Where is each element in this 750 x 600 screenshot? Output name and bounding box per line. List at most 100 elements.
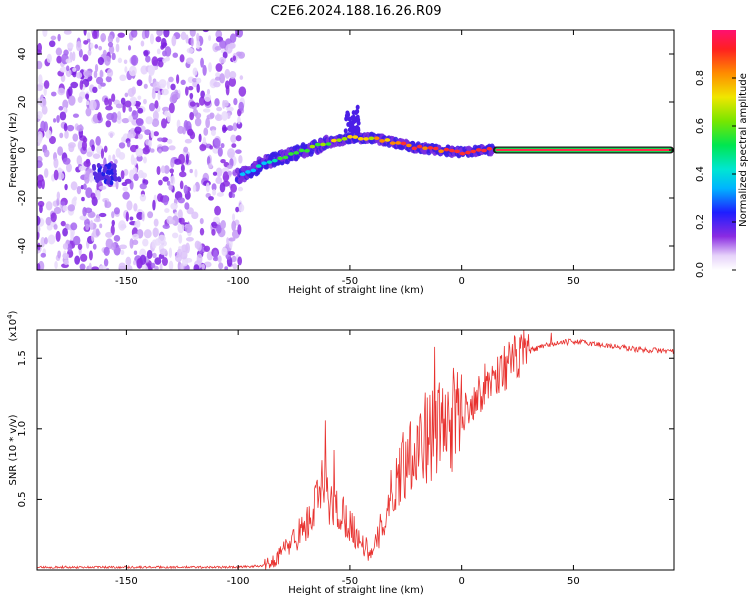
- noise-blob: [209, 112, 215, 119]
- noise-blob: [63, 259, 69, 266]
- noise-blob: [83, 40, 89, 45]
- noise-blob: [125, 211, 129, 222]
- noise-blob: [62, 157, 71, 165]
- noise-blob: [133, 173, 139, 181]
- signal-core: [309, 144, 316, 149]
- noise-blob: [194, 117, 202, 127]
- noise-blob: [48, 40, 56, 48]
- spectrogram-y-tick-label: 20: [17, 96, 28, 109]
- noise-blob: [112, 168, 117, 174]
- signal-core: [277, 156, 283, 161]
- spectrogram-x-tick-label: 0: [458, 276, 464, 287]
- noise-blob: [112, 154, 116, 161]
- noise-blob: [137, 95, 142, 101]
- noise-blob: [152, 86, 156, 95]
- spectrogram-x-ticks: -150 -100 -50 0 50: [115, 30, 580, 287]
- noise-blob: [39, 97, 47, 108]
- noise-blob: [37, 229, 40, 241]
- noise-blob: [109, 180, 114, 186]
- noise-blob: [164, 110, 169, 117]
- noise-blob: [135, 219, 141, 228]
- noise-blob: [37, 174, 44, 183]
- noise-blob: [64, 183, 68, 191]
- noise-blob: [219, 73, 225, 84]
- signal-core: [245, 170, 251, 174]
- snr-y-tick-label: 0.5: [17, 491, 28, 507]
- noise-blob: [158, 79, 167, 88]
- noise-blob: [200, 90, 205, 99]
- noise-blob: [191, 211, 199, 220]
- noise-blob: [170, 83, 176, 91]
- colorbar-tick-label: 0.2: [695, 214, 706, 230]
- noise-blob: [162, 224, 170, 229]
- noise-blob: [123, 59, 128, 65]
- noise-blob: [114, 159, 118, 165]
- signal-core: [250, 168, 257, 173]
- signal-core: [459, 151, 466, 156]
- signal-core: [481, 148, 487, 153]
- signal-core: [304, 149, 310, 153]
- signal-core: [443, 147, 450, 152]
- signal-halo: [354, 110, 359, 116]
- noise-blob: [226, 164, 233, 170]
- noise-blob: [74, 255, 81, 265]
- noise-blob: [228, 250, 235, 256]
- noise-blob: [171, 35, 177, 47]
- noise-blob: [63, 123, 68, 132]
- noise-blob: [70, 222, 78, 231]
- noise-blob: [219, 40, 227, 49]
- noise-blob: [216, 224, 222, 234]
- noise-blob: [215, 72, 221, 78]
- noise-blob: [202, 30, 209, 33]
- noise-blob: [124, 100, 132, 108]
- signal-core: [373, 136, 380, 141]
- signal-core: [416, 144, 423, 149]
- noise-blob: [105, 105, 113, 111]
- noise-blob: [59, 132, 64, 139]
- noise-blob: [222, 100, 229, 107]
- noise-blob: [161, 118, 167, 129]
- noise-blob: [91, 232, 95, 242]
- snr-y-tick-label: 1.5: [17, 350, 28, 366]
- noise-blob: [179, 217, 185, 225]
- noise-blob: [53, 224, 58, 230]
- noise-blob: [73, 196, 78, 202]
- noise-blob: [100, 148, 105, 159]
- noise-blob: [193, 264, 200, 270]
- noise-blob: [208, 62, 212, 73]
- noise-blob: [44, 168, 49, 178]
- noise-blob: [85, 107, 92, 117]
- noise-blob: [113, 234, 121, 242]
- noise-blob: [164, 208, 170, 214]
- signal-halo: [351, 114, 356, 120]
- noise-blob: [105, 169, 110, 175]
- signal-core: [347, 135, 353, 139]
- noise-blob: [110, 242, 116, 251]
- noise-blob: [166, 180, 171, 186]
- snr-x-tick-label: -50: [342, 576, 358, 587]
- noise-blob: [57, 87, 66, 96]
- figure-title: C2E6.2024.188.16.26.R09: [270, 4, 441, 19]
- noise-blob: [72, 51, 76, 62]
- snr-multiplier-base: (x10: [8, 319, 19, 342]
- noise-blob: [211, 183, 217, 191]
- noise-blob: [189, 101, 196, 107]
- noise-blob: [208, 35, 212, 41]
- noise-blob: [165, 56, 170, 62]
- noise-blob: [185, 236, 194, 242]
- noise-blob: [151, 118, 160, 127]
- noise-blob: [163, 165, 170, 174]
- noise-blob: [126, 265, 133, 270]
- noise-blob: [180, 79, 186, 86]
- noise-blob: [143, 229, 152, 239]
- noise-blob: [145, 116, 153, 125]
- snr-x-tick-label: 50: [567, 576, 580, 587]
- noise-blob: [137, 133, 144, 140]
- noise-blob: [127, 88, 135, 97]
- noise-blob: [180, 31, 187, 41]
- noise-blob: [156, 48, 161, 55]
- noise-blob: [121, 182, 128, 187]
- noise-blob: [162, 106, 170, 112]
- noise-blob: [109, 132, 114, 139]
- noise-blob: [56, 172, 65, 180]
